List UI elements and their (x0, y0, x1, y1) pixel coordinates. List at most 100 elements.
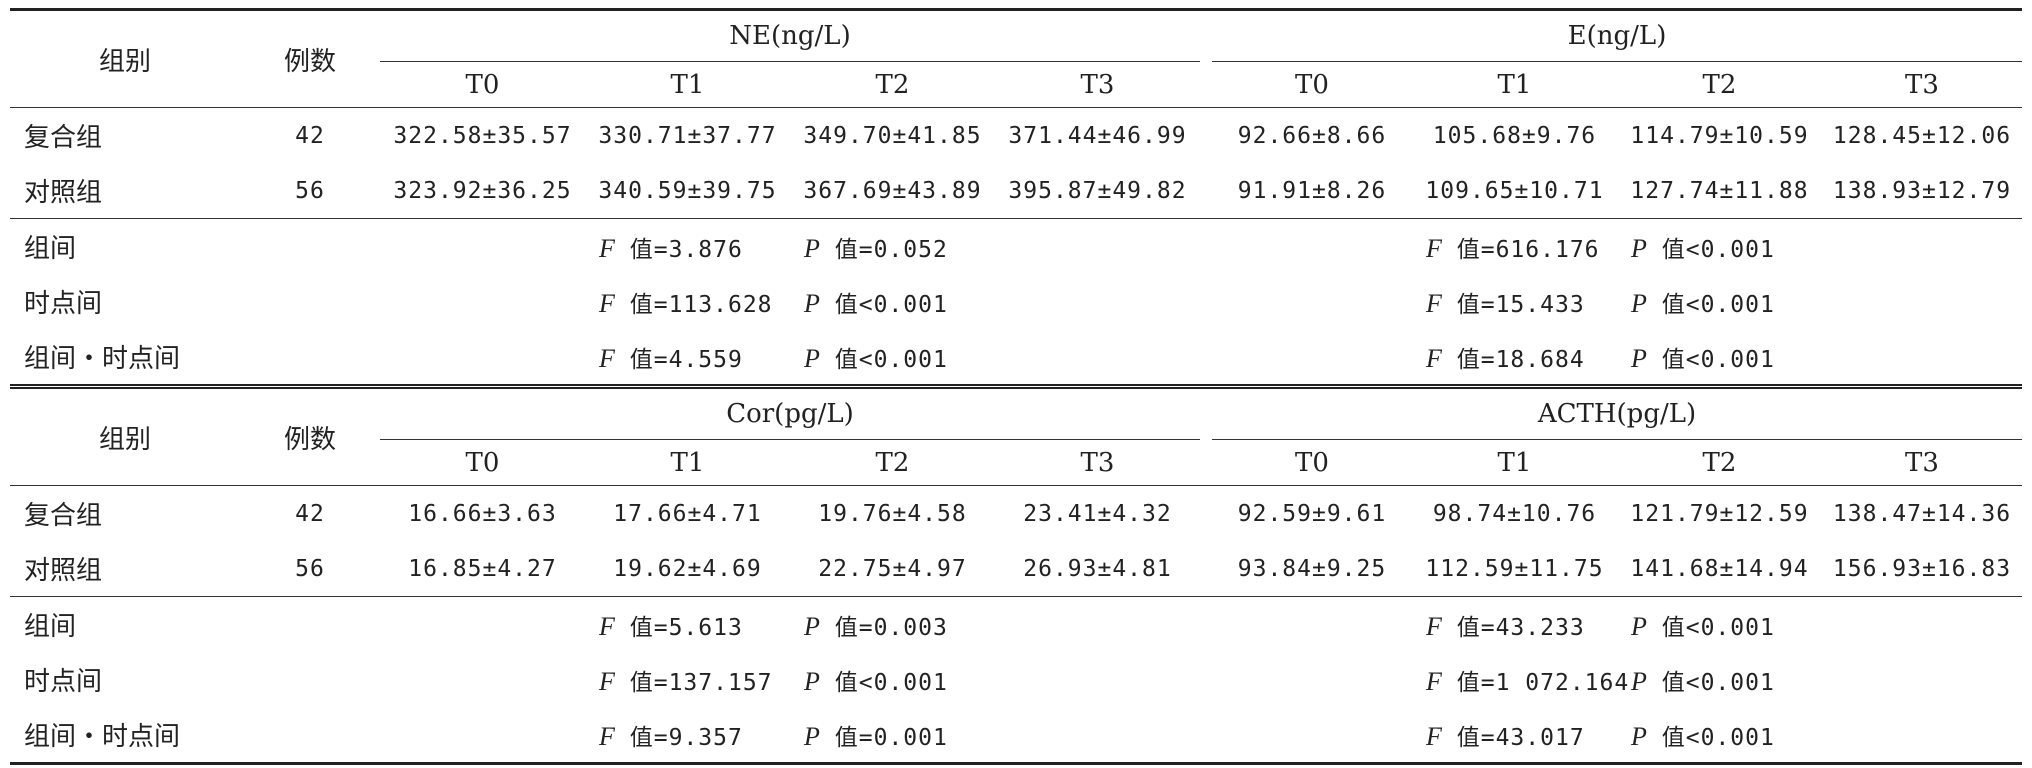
measure-header-left: Cor(pg/L) (380, 384, 1200, 440)
value-cell: 93.84±9.25 (1237, 555, 1387, 582)
stat-value: 值<0.001 (1646, 669, 1775, 696)
stat-letter: P (804, 233, 820, 263)
stats-label: 组间 (10, 218, 380, 274)
value-cell: 156.93±16.83 (1832, 555, 2012, 582)
f-value: F 值=616.176 (1412, 218, 1617, 274)
stat-value: 值=0.003 (819, 614, 948, 641)
measure-header-right: ACTH(pg/L) (1212, 384, 2022, 440)
stat-value: 值=616.176 (1441, 236, 1600, 263)
empty-cell (1212, 707, 1412, 765)
empty-cell (1822, 218, 2022, 274)
stat-letter: F (1426, 343, 1442, 373)
value-cell: 26.93±4.81 (1023, 555, 1172, 582)
value-cell: 371.44±46.99 (995, 107, 1200, 163)
empty-cell (1822, 596, 2022, 652)
empty-cell (380, 218, 585, 274)
stat-value: 值=43.017 (1441, 724, 1585, 751)
stat-letter: P (804, 721, 820, 751)
stat-letter: P (804, 343, 820, 373)
stats-row: 时点间 F 值=113.628 P 值<0.001 F 值=15.433 P 值<0.0… (10, 274, 2022, 329)
empty-cell (1212, 652, 1412, 707)
timepoint-header: T2 (875, 69, 910, 100)
timepoint-header: T1 (1497, 69, 1532, 100)
stat-value: 值<0.001 (1646, 614, 1775, 641)
empty-cell (1212, 329, 1412, 387)
value-cell: 128.45±12.06 (1822, 107, 2022, 163)
stats-row: 组间 F 值=5.613 P 值=0.003 F 值=43.233 P 值<0.001 (10, 596, 2022, 652)
stat-value: 值=0.052 (819, 236, 948, 263)
stat-letter: F (1426, 611, 1442, 641)
empty-cell (1212, 274, 1412, 329)
p-value: P 值<0.001 (1617, 218, 1822, 274)
stat-value: 值<0.001 (819, 291, 948, 318)
empty-cell (1822, 707, 2022, 765)
timepoint-header: T3 (1905, 447, 1939, 478)
p-value: P 值<0.001 (790, 329, 995, 387)
group-label: 复合组 (10, 107, 240, 163)
timepoint-header: T0 (465, 447, 500, 478)
f-value: F 值=1 072.164 (1412, 652, 1628, 707)
stat-letter: P (1631, 666, 1647, 696)
value-cell: 127.74±11.88 (1630, 177, 1809, 204)
stat-value: 值<0.001 (1646, 291, 1775, 318)
timepoint-header: T0 (465, 69, 500, 100)
measure-header-left: NE(ng/L) (380, 8, 1200, 62)
stats-row: 时点间 F 值=137.157 P 值<0.001 F 值=1 072.164 P 值<… (10, 652, 2022, 707)
f-value: F 值=18.684 (1412, 329, 1617, 387)
value-cell: 22.75±4.97 (818, 555, 967, 582)
gap-cell (1200, 163, 1212, 219)
sample-size: 56 (295, 177, 325, 204)
gap-cell (1200, 541, 1212, 597)
stats-label: 组间・时点间 (10, 707, 380, 765)
group-label: 对照组 (24, 178, 103, 208)
value-cell: 121.79±12.59 (1617, 485, 1822, 541)
gap-cell (1200, 107, 1212, 163)
stat-letter: F (599, 721, 615, 751)
value-cell: 349.70±41.85 (790, 107, 995, 163)
stats-row: 组间・时点间 F 值=9.357 P 值=0.001 F 值=43.017 P 值<0.… (10, 707, 2022, 765)
gap-cell (1200, 707, 1212, 765)
table-row: 复合组 42 322.58±35.57 330.71±37.77 349.70±41.8… (10, 107, 2022, 163)
gap-cell (1200, 485, 1212, 541)
stat-value: 值=43.233 (1441, 614, 1585, 641)
timepoint-header: T2 (1702, 447, 1737, 478)
sample-size: 42 (240, 107, 380, 163)
p-value: P 值<0.001 (1617, 274, 1822, 329)
empty-cell (995, 707, 1200, 765)
f-value: F 值=15.433 (1412, 274, 1617, 329)
value-cell: 17.66±4.71 (585, 485, 790, 541)
value-cell: 23.41±4.32 (995, 485, 1200, 541)
stat-letter: P (1631, 343, 1647, 373)
p-value: P 值<0.001 (1617, 652, 1822, 707)
stats-label: 时点间 (24, 667, 103, 697)
group-label: 复合组 (10, 485, 240, 541)
gap-cell (1200, 440, 1212, 486)
table-row: 对照组 56 323.92±36.25 340.59±39.75 367.69±43.8… (10, 163, 2022, 219)
value-cell: 141.68±14.94 (1630, 555, 1809, 582)
value-cell: 16.85±4.27 (408, 555, 557, 582)
timepoint-row: T0 T1 T2 T3 T0 T1 T2 T3 (10, 440, 2022, 486)
empty-cell (1822, 274, 2022, 329)
p-value: P 值=0.001 (790, 707, 995, 765)
stat-letter: P (804, 288, 820, 318)
value-cell: 138.47±14.36 (1822, 485, 2022, 541)
stat-value: 值<0.001 (1646, 236, 1775, 263)
empty-cell (380, 274, 585, 329)
timepoint-row: T0 T1 T2 T3 T0 T1 T2 T3 (10, 62, 2022, 108)
stat-value: 值<0.001 (1646, 346, 1775, 373)
stat-letter: P (1631, 611, 1647, 641)
value-cell: 98.74±10.76 (1412, 485, 1617, 541)
header-row: 组别 例数 NE(ng/L) E(ng/L) (10, 8, 2022, 108)
sample-size: 56 (295, 555, 325, 582)
stat-letter: F (1426, 233, 1442, 263)
value-cell: 340.59±39.75 (598, 177, 777, 204)
stat-letter: P (1631, 288, 1647, 318)
stat-value: 值=3.876 (614, 236, 743, 263)
stat-letter: F (599, 233, 615, 263)
timepoint-header: T1 (1497, 447, 1532, 478)
empty-cell (380, 329, 585, 387)
stats-label: 组间・时点间 (24, 344, 181, 374)
gap-cell (1200, 329, 1212, 387)
f-value: F 值=43.233 (1412, 596, 1617, 652)
stat-value: 值=18.684 (1441, 346, 1585, 373)
